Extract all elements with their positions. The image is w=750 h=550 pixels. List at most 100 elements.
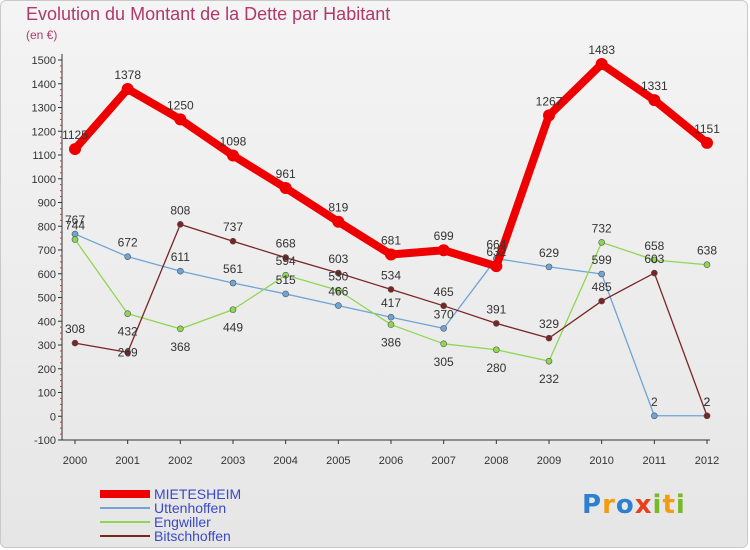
data-label: 819: [328, 201, 348, 215]
data-label: 308: [65, 322, 85, 336]
data-point: [387, 321, 395, 328]
x-tick-label: 2004: [273, 455, 297, 467]
data-point: [174, 113, 187, 126]
data-point: [387, 286, 395, 293]
y-tick-label: 1500: [32, 55, 56, 67]
data-label: 386: [381, 336, 401, 350]
data-label: 672: [118, 236, 138, 250]
data-label: 515: [276, 273, 296, 287]
data-point: [648, 94, 661, 107]
data-label: 449: [223, 321, 243, 335]
data-label: 561: [223, 262, 243, 276]
data-point: [437, 244, 450, 257]
data-label: 2: [704, 395, 711, 409]
y-tick-label: -100: [34, 435, 56, 447]
data-label: 658: [644, 239, 664, 253]
data-point: [651, 269, 658, 277]
data-point: [385, 248, 397, 261]
data-label: 534: [381, 268, 401, 282]
logo-letter: P: [582, 490, 603, 520]
data-point: [124, 349, 131, 356]
data-label: 699: [434, 229, 454, 243]
y-tick-label: 300: [38, 340, 56, 352]
data-point: [543, 109, 555, 122]
data-label: 465: [434, 285, 454, 299]
data-point: [493, 346, 500, 354]
data-point: [387, 313, 395, 321]
data-point: [124, 310, 131, 317]
data-label: 417: [381, 296, 401, 310]
data-point: [71, 236, 79, 243]
legend-label: Uttenhoffen: [154, 500, 226, 516]
y-tick-label: 400: [38, 316, 56, 328]
data-label: 668: [276, 237, 296, 251]
y-tick-label: 1300: [32, 103, 56, 115]
x-tick-label: 2000: [63, 455, 87, 467]
data-point: [282, 271, 289, 279]
data-label: 737: [223, 220, 243, 234]
data-point: [335, 302, 342, 309]
x-tick-label: 2001: [115, 455, 139, 467]
data-label: 629: [539, 246, 559, 260]
data-label: 432: [118, 325, 138, 339]
data-point: [598, 270, 605, 278]
data-label: 368: [170, 340, 190, 354]
data-point: [229, 279, 237, 287]
data-label: 1483: [588, 43, 615, 57]
data-label: 1151: [694, 122, 720, 136]
proxiti-logo: Proxiti: [582, 490, 686, 520]
y-tick-label: 800: [38, 221, 56, 233]
data-point: [177, 325, 184, 333]
data-label: 611: [171, 250, 190, 264]
data-label: 599: [592, 253, 612, 267]
data-point: [121, 82, 134, 95]
data-point: [595, 58, 608, 71]
x-tick-label: 2012: [695, 455, 719, 467]
data-point: [335, 269, 342, 277]
y-tick-label: 700: [38, 245, 56, 257]
logo-letter: i: [652, 490, 663, 520]
data-point: [229, 237, 237, 245]
legend-label: Bitschhoffen: [154, 528, 231, 544]
data-label: 808: [170, 203, 190, 217]
data-point: [545, 263, 553, 271]
x-tick-label: 2008: [484, 455, 508, 467]
data-label: 269: [118, 345, 138, 359]
data-point: [545, 357, 553, 365]
data-point: [69, 143, 81, 156]
x-tick-label: 2009: [537, 455, 561, 467]
data-point: [227, 149, 239, 162]
y-tick-label: 100: [38, 388, 56, 400]
logo-letter: r: [602, 490, 616, 520]
y-tick-label: 200: [38, 364, 56, 376]
chart-title: Evolution du Montant de la Dette par Hab…: [26, 4, 391, 24]
data-point: [490, 260, 503, 273]
data-label: 391: [486, 302, 506, 316]
y-tick-label: 900: [38, 198, 56, 210]
data-label: 280: [486, 361, 506, 375]
data-label: 2: [704, 395, 711, 409]
data-label: 632: [486, 245, 506, 259]
logo-letter: x: [634, 490, 653, 520]
y-tick-label: 1100: [32, 150, 56, 162]
data-label: 329: [539, 317, 559, 331]
data-label: 603: [644, 252, 664, 266]
data-point: [440, 302, 447, 310]
data-point: [545, 334, 553, 342]
data-point: [703, 412, 711, 420]
data-label: 1267: [536, 94, 563, 108]
data-label: 594: [276, 254, 296, 268]
data-point: [440, 325, 447, 332]
data-label: 1125: [62, 128, 88, 142]
data-label: 744: [65, 219, 85, 233]
data-label: 664: [486, 238, 506, 252]
data-point: [332, 215, 345, 228]
logo-letter: t: [662, 490, 676, 520]
data-point: [651, 412, 658, 420]
data-point: [651, 256, 658, 264]
data-point: [703, 261, 711, 269]
data-point: [71, 339, 79, 347]
x-tick-label: 2010: [589, 455, 613, 467]
data-label: 485: [592, 280, 612, 294]
y-tick-label: 500: [38, 293, 56, 305]
